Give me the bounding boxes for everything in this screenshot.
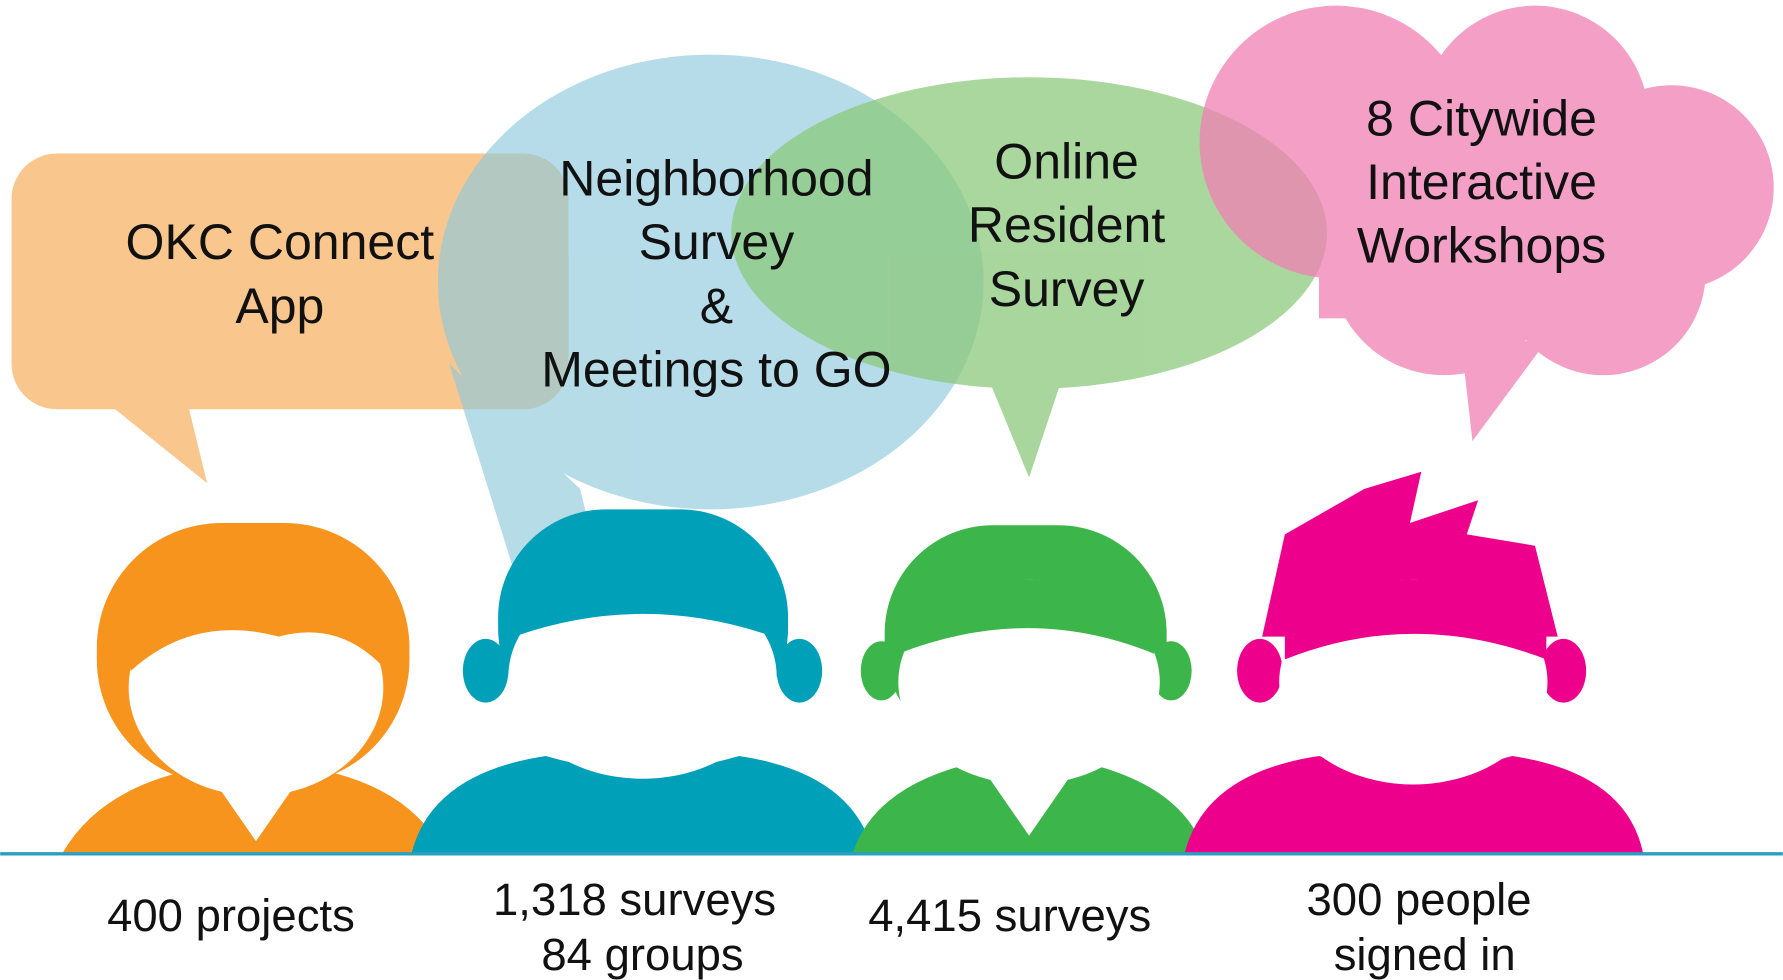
bubble-text: & xyxy=(700,278,733,334)
stat-text: signed in xyxy=(1334,929,1516,980)
bubble-text: Survey xyxy=(989,261,1145,317)
bubble-text: Workshops xyxy=(1357,218,1606,274)
stat-text: 1,318 surveys xyxy=(493,874,776,925)
bubble-text: Interactive xyxy=(1366,154,1597,210)
stat-text: 4,415 surveys xyxy=(868,890,1151,941)
stat-text: 300 people xyxy=(1306,874,1531,925)
bubble-text: Resident xyxy=(968,197,1166,253)
bubble-text: Neighborhood xyxy=(559,151,873,207)
person-orange xyxy=(63,523,444,853)
bubble-text: Meetings to GO xyxy=(541,342,891,398)
person-teal xyxy=(412,509,874,852)
person-green xyxy=(853,525,1205,852)
page: {"panels": [ {"bubble": ["OKC Connect", … xyxy=(0,0,1783,980)
bubble-text: OKC Connect xyxy=(126,214,435,270)
infographic: OKC Connect App Neighborhood Survey & Me… xyxy=(0,0,1783,980)
stat-text: 84 groups xyxy=(541,929,743,980)
bubble-text: Survey xyxy=(639,214,795,270)
bubble-text: App xyxy=(235,278,324,334)
bubble-text: Online xyxy=(994,133,1139,189)
stat-text: 400 projects xyxy=(107,890,355,941)
person-pink xyxy=(1185,472,1643,853)
bubble-text: 8 Citywide xyxy=(1366,90,1597,146)
